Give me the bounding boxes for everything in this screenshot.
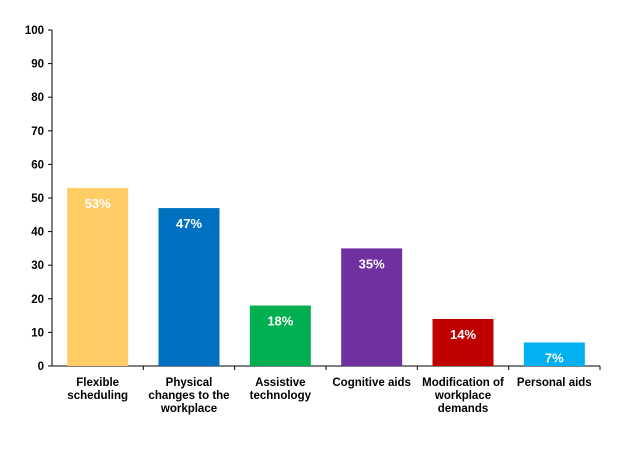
y-tick-label: 70 bbox=[31, 126, 44, 138]
y-tick-label: 20 bbox=[31, 294, 44, 306]
y-tick-label: 40 bbox=[31, 227, 44, 239]
bar bbox=[523, 342, 585, 366]
y-tick-label: 0 bbox=[38, 361, 44, 373]
y-tick-label: 60 bbox=[31, 159, 44, 171]
bar bbox=[249, 305, 311, 366]
y-tick-label: 30 bbox=[31, 260, 44, 272]
x-tick-label: Personal aids bbox=[517, 377, 592, 389]
y-tick-label: 50 bbox=[31, 193, 44, 205]
bar bbox=[67, 187, 129, 366]
bar bbox=[341, 248, 403, 366]
value-label: 14% bbox=[450, 327, 476, 342]
y-tick-label: 80 bbox=[31, 92, 44, 104]
value-label: 18% bbox=[267, 314, 293, 329]
y-tick-label: 100 bbox=[25, 25, 44, 37]
y-tick-label: 10 bbox=[31, 327, 44, 339]
x-tick-label: Modification of workplace demands bbox=[422, 377, 504, 415]
value-label: 47% bbox=[176, 216, 202, 231]
value-label: 35% bbox=[359, 256, 385, 271]
bar bbox=[158, 208, 220, 366]
value-label: 53% bbox=[85, 196, 111, 211]
x-tick-label: Physical changes to the workplace bbox=[148, 377, 229, 415]
x-tick-label: Assistive technology bbox=[250, 377, 312, 402]
x-tick-label: Cognitive aids bbox=[332, 377, 411, 389]
x-tick-label: Flexible scheduling bbox=[67, 377, 128, 402]
bar bbox=[432, 318, 494, 366]
y-tick-label: 90 bbox=[31, 59, 44, 71]
value-label: 7% bbox=[545, 350, 564, 365]
